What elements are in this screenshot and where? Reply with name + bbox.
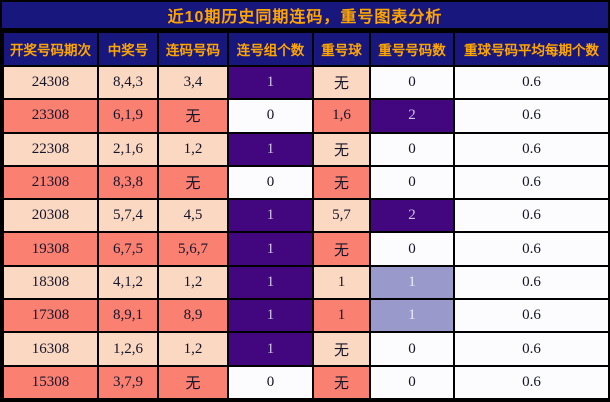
cell-repeat-number-count: 0 — [369, 331, 455, 367]
cell-repeat-ball: 无 — [312, 231, 371, 267]
cell-repeat-ball: 无 — [312, 131, 371, 167]
cell-winning-numbers: 3,7,9 — [97, 364, 159, 400]
cell-avg-repeat-per-period: 0.6 — [453, 164, 608, 201]
cell-consecutive-numbers: 无 — [157, 364, 229, 400]
cell-draw-period: 16308 — [2, 331, 99, 367]
cell-winning-numbers: 8,9,1 — [97, 298, 159, 334]
cell-consecutive-group-count: 0 — [227, 98, 314, 134]
cell-repeat-ball: 5,7 — [312, 198, 371, 234]
cell-repeat-number-count: 0 — [369, 231, 455, 267]
cell-consecutive-group-count: 1 — [227, 198, 314, 234]
cell-consecutive-numbers: 3,4 — [157, 64, 229, 101]
cell-avg-repeat-per-period: 0.6 — [453, 198, 608, 234]
column-header-consecutive-group-count: 连号组个数 — [227, 31, 314, 67]
cell-draw-period: 15308 — [2, 364, 99, 400]
cell-repeat-number-count: 0 — [369, 131, 455, 167]
cell-avg-repeat-per-period: 0.6 — [453, 364, 608, 400]
column-header-avg-repeat-per-period: 重球号码平均每期个数 — [453, 31, 608, 67]
cell-consecutive-group-count: 1 — [227, 64, 314, 101]
cell-consecutive-numbers: 1,2 — [157, 331, 229, 367]
cell-draw-period: 23308 — [2, 98, 99, 134]
column-header-repeat-ball: 重号球 — [312, 31, 371, 67]
cell-repeat-ball: 1,6 — [312, 98, 371, 134]
column-header-draw-period: 开奖号码期次 — [2, 31, 99, 67]
table-row: 16308 1,2,6 1,2 1 无 0 0.6 — [2, 331, 608, 367]
cell-repeat-number-count: 2 — [369, 198, 455, 234]
cell-repeat-number-count: 0 — [369, 364, 455, 400]
cell-repeat-ball: 无 — [312, 331, 371, 367]
table-row: 18308 4,1,2 1,2 1 1 1 0.6 — [2, 264, 608, 301]
cell-repeat-number-count: 1 — [369, 298, 455, 334]
cell-draw-period: 20308 — [2, 198, 99, 234]
cell-winning-numbers: 2,1,6 — [97, 131, 159, 167]
cell-repeat-number-count: 2 — [369, 98, 455, 134]
cell-consecutive-group-count: 1 — [227, 264, 314, 301]
cell-avg-repeat-per-period: 0.6 — [453, 98, 608, 134]
table-row: 24308 8,4,3 3,4 1 无 0 0.6 — [2, 64, 608, 101]
table-row: 19308 6,7,5 5,6,7 1 无 0 0.6 — [2, 231, 608, 267]
table-row: 20308 5,7,4 4,5 1 5,7 2 0.6 — [2, 198, 608, 234]
cell-avg-repeat-per-period: 0.6 — [453, 331, 608, 367]
cell-avg-repeat-per-period: 0.6 — [453, 231, 608, 267]
cell-repeat-ball: 无 — [312, 364, 371, 400]
cell-repeat-ball: 1 — [312, 264, 371, 301]
cell-winning-numbers: 6,7,5 — [97, 231, 159, 267]
cell-winning-numbers: 5,7,4 — [97, 198, 159, 234]
cell-winning-numbers: 6,1,9 — [97, 98, 159, 134]
column-header-consecutive-numbers: 连码号码 — [157, 31, 229, 67]
cell-repeat-ball: 1 — [312, 298, 371, 334]
cell-repeat-number-count: 1 — [369, 264, 455, 301]
cell-draw-period: 22308 — [2, 131, 99, 167]
cell-winning-numbers: 8,4,3 — [97, 64, 159, 101]
cell-repeat-ball: 无 — [312, 64, 371, 101]
column-header-repeat-number-count: 重号号码数 — [369, 31, 455, 67]
cell-winning-numbers: 1,2,6 — [97, 331, 159, 367]
cell-consecutive-group-count: 0 — [227, 364, 314, 400]
cell-consecutive-numbers: 1,2 — [157, 131, 229, 167]
cell-draw-period: 17308 — [2, 298, 99, 334]
cell-avg-repeat-per-period: 0.6 — [453, 264, 608, 301]
table-row: 15308 3,7,9 无 0 无 0 0.6 — [2, 364, 608, 400]
analysis-table-wrap: 开奖号码期次 中奖号 连码号码 连号组个数 重号球 重号号码数 重球号码平均每期个数 243… — [2, 31, 608, 400]
cell-winning-numbers: 8,3,8 — [97, 164, 159, 201]
cell-avg-repeat-per-period: 0.6 — [453, 131, 608, 167]
table-row: 23308 6,1,9 无 0 1,6 2 0.6 — [2, 98, 608, 134]
cell-consecutive-numbers: 5,6,7 — [157, 231, 229, 267]
table-row: 17308 8,9,1 8,9 1 1 1 0.6 — [2, 298, 608, 334]
cell-consecutive-numbers: 4,5 — [157, 198, 229, 234]
table-row: 21308 8,3,8 无 0 无 0 0.6 — [2, 164, 608, 201]
cell-consecutive-group-count: 1 — [227, 331, 314, 367]
cell-consecutive-group-count: 0 — [227, 164, 314, 201]
cell-consecutive-group-count: 1 — [227, 231, 314, 267]
column-header-winning-numbers: 中奖号 — [97, 31, 159, 67]
panel-title: 近10期历史同期连码，重号图表分析 — [2, 2, 608, 31]
cell-consecutive-numbers: 1,2 — [157, 264, 229, 301]
cell-winning-numbers: 4,1,2 — [97, 264, 159, 301]
header-row: 开奖号码期次 中奖号 连码号码 连号组个数 重号球 重号号码数 重球号码平均每期个数 — [2, 31, 608, 67]
cell-consecutive-numbers: 无 — [157, 164, 229, 201]
cell-avg-repeat-per-period: 0.6 — [453, 64, 608, 101]
cell-draw-period: 24308 — [2, 64, 99, 101]
cell-consecutive-group-count: 1 — [227, 298, 314, 334]
cell-draw-period: 18308 — [2, 264, 99, 301]
cell-repeat-number-count: 0 — [369, 164, 455, 201]
cell-repeat-number-count: 0 — [369, 64, 455, 101]
cell-avg-repeat-per-period: 0.6 — [453, 298, 608, 334]
cell-draw-period: 19308 — [2, 231, 99, 267]
cell-consecutive-numbers: 8,9 — [157, 298, 229, 334]
cell-consecutive-numbers: 无 — [157, 98, 229, 134]
table-body: 24308 8,4,3 3,4 1 无 0 0.6 23308 6,1,9 无 0 1,6 2 0.6 22… — [2, 64, 608, 400]
cell-repeat-ball: 无 — [312, 164, 371, 201]
analysis-table: 开奖号码期次 中奖号 连码号码 连号组个数 重号球 重号号码数 重球号码平均每期个数 243… — [2, 31, 608, 400]
cell-consecutive-group-count: 1 — [227, 131, 314, 167]
cell-draw-period: 21308 — [2, 164, 99, 201]
table-row: 22308 2,1,6 1,2 1 无 0 0.6 — [2, 131, 608, 167]
